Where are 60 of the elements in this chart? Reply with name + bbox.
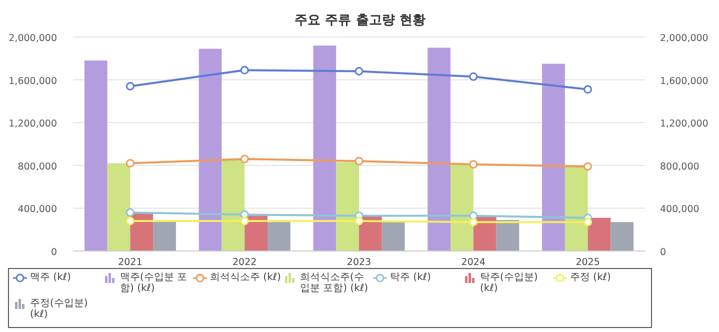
point	[240, 66, 249, 74]
point	[584, 85, 592, 94]
point	[240, 216, 249, 226]
bar	[588, 218, 611, 251]
y2-tick-label: 2,000,000	[660, 33, 708, 44]
bar	[313, 46, 336, 251]
bar	[496, 220, 520, 251]
chart-title: 주요 주류 출고량 현황	[294, 13, 426, 28]
y-tick-label: 1,600,000	[8, 76, 57, 87]
y-tick-label: 1,200,000	[8, 118, 57, 130]
point	[354, 156, 364, 166]
y2-tick-label: 800,000	[660, 161, 700, 172]
point	[354, 66, 364, 76]
bar	[382, 222, 405, 251]
y-tick-label: 400,000	[18, 204, 57, 216]
bar	[610, 222, 634, 251]
y-tick-label: 0	[50, 247, 57, 258]
y2-tick-label: 400,000	[660, 204, 700, 216]
legend-label: 맥주(수입분 포함) (kℓ)	[120, 272, 188, 294]
point	[126, 159, 134, 168]
point	[469, 160, 478, 169]
legend-label: 탁주(수입분) (kℓ)	[480, 272, 539, 294]
x-tick-label: 2022	[232, 257, 257, 268]
legend-label: 주정(수입분) (kℓ)	[30, 298, 89, 320]
bar	[153, 221, 176, 251]
bar	[244, 216, 268, 251]
legend-label: 맥주 (kℓ)	[30, 272, 71, 283]
x-tick-label: 2024	[461, 257, 486, 268]
legend-label: 희석식소주 (kℓ)	[210, 272, 281, 283]
point	[469, 72, 478, 81]
point	[126, 216, 134, 226]
bar	[222, 160, 245, 251]
legend-label: 탁주 (kℓ)	[390, 272, 431, 283]
bar	[107, 163, 130, 251]
point	[584, 218, 592, 226]
point	[584, 162, 592, 171]
point	[126, 82, 134, 90]
legend-label: 희석식소주(수입분 포함) (kℓ)	[300, 272, 369, 294]
y2-tick-label: 1,600,000	[660, 76, 708, 87]
bar	[450, 164, 474, 251]
bar	[198, 48, 222, 251]
bar	[428, 48, 451, 251]
x-tick-label: 2023	[346, 257, 372, 268]
bar	[130, 214, 154, 251]
point	[240, 154, 249, 164]
bar	[267, 222, 290, 251]
y2-tick-label: 0	[660, 247, 666, 258]
point	[354, 216, 364, 226]
bar	[542, 64, 565, 251]
bar	[84, 60, 108, 251]
x-tick-label: 2025	[576, 257, 600, 268]
y-tick-label: 2,000,000	[8, 33, 57, 44]
y2-tick-label: 1,200,000	[660, 118, 708, 130]
point	[469, 218, 478, 226]
x-tick-label: 2021	[118, 257, 142, 268]
y-tick-label: 800,000	[18, 161, 57, 172]
bar	[564, 166, 588, 251]
bar	[336, 162, 359, 251]
legend-label: 주정 (kℓ)	[570, 272, 611, 283]
point	[126, 208, 134, 217]
